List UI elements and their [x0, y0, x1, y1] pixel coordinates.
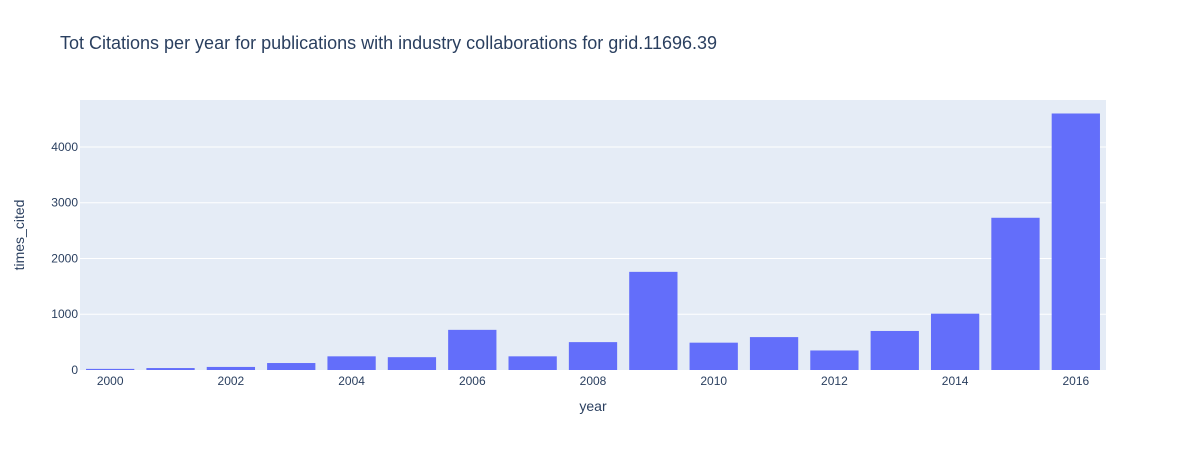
- x-tick-label: 2016: [1062, 374, 1089, 388]
- bar-2010[interactable]: [689, 342, 738, 370]
- x-tick-labels: 2000 2002 2004 2006 2008 2010 2012 2014 2016: [97, 374, 1090, 388]
- y-tick-label: 3000: [51, 196, 78, 210]
- chart-title: Tot Citations per year for publications …: [60, 33, 718, 53]
- bar-2003[interactable]: [267, 363, 316, 370]
- bar-2015[interactable]: [991, 217, 1040, 370]
- bar-2016[interactable]: [1051, 113, 1100, 371]
- x-axis-title: year: [579, 398, 607, 414]
- y-tick-label: 4000: [51, 140, 78, 154]
- x-tick-label: 2000: [97, 374, 124, 388]
- bar-2000[interactable]: [86, 368, 135, 370]
- x-tick-label: 2008: [580, 374, 607, 388]
- x-tick-label: 2010: [700, 374, 727, 388]
- bar-2006[interactable]: [448, 329, 497, 370]
- x-tick-label: 2012: [821, 374, 848, 388]
- bars: [86, 113, 1100, 371]
- x-tick-label: 2014: [942, 374, 969, 388]
- bar-2012[interactable]: [810, 350, 859, 370]
- x-tick-label: 2004: [338, 374, 365, 388]
- bar-2013[interactable]: [870, 330, 919, 370]
- y-axis-title: times_cited: [11, 200, 27, 271]
- y-tick-label: 1000: [51, 307, 78, 321]
- x-tick-label: 2006: [459, 374, 486, 388]
- bar-2009[interactable]: [629, 271, 678, 370]
- bar-2007[interactable]: [508, 356, 557, 370]
- bar-2005[interactable]: [387, 357, 437, 370]
- y-tick-label: 0: [71, 363, 78, 377]
- bar-2011[interactable]: [749, 337, 799, 370]
- y-tick-labels: 0 1000 2000 3000 4000: [51, 140, 78, 377]
- bar-2014[interactable]: [930, 313, 980, 370]
- bar-2004[interactable]: [327, 356, 376, 370]
- x-tick-label: 2002: [218, 374, 245, 388]
- bar-2001[interactable]: [146, 368, 195, 370]
- y-tick-label: 2000: [51, 251, 78, 265]
- bar-2002[interactable]: [206, 366, 256, 370]
- bar-2008[interactable]: [568, 342, 618, 370]
